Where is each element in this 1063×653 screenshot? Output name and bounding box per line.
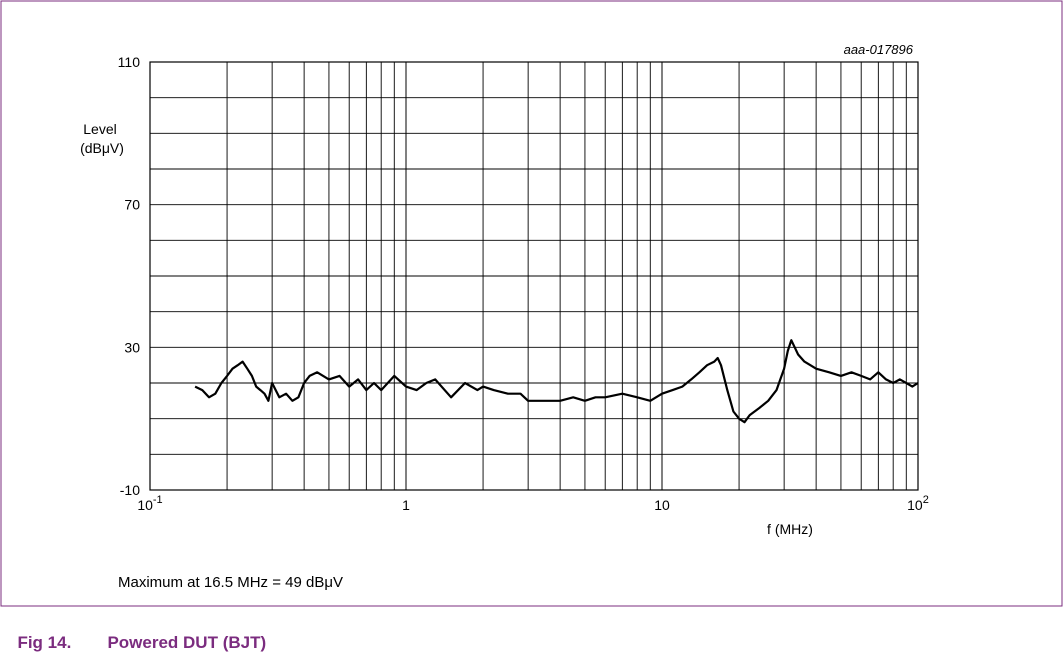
y-axis-label-line1: Level	[83, 121, 116, 137]
x-axis-label: f (MHz)	[767, 521, 813, 537]
caption-title: Powered DUT (BJT)	[107, 633, 267, 652]
y-tick-label: 30	[124, 339, 140, 355]
figure-caption: Fig 14. Powered DUT (BJT)	[8, 613, 266, 653]
x-tick-label: 10	[654, 497, 670, 513]
maximum-note: Maximum at 16.5 MHz = 49 dBμV	[118, 574, 343, 591]
figure-id-annotation: aaa-017896	[844, 42, 914, 57]
x-tick-label: 10-1	[137, 494, 162, 513]
series-line-level	[194, 339, 919, 424]
y-tick-label: -10	[120, 482, 140, 498]
chart-grid	[149, 61, 919, 491]
figure-border	[0, 0, 1063, 607]
plot-area	[149, 61, 919, 491]
y-axis: -10 30 70 110	[118, 54, 141, 498]
y-tick-label: 110	[118, 54, 141, 70]
y-tick-label: 70	[124, 197, 140, 213]
x-axis: 10-1 1 10 102	[137, 494, 929, 513]
x-tick-label: 1	[402, 497, 410, 513]
y-axis-label-line2: (dBμV)	[80, 140, 124, 156]
caption-number: Fig 14.	[17, 633, 72, 652]
x-tick-label: 102	[907, 494, 929, 513]
